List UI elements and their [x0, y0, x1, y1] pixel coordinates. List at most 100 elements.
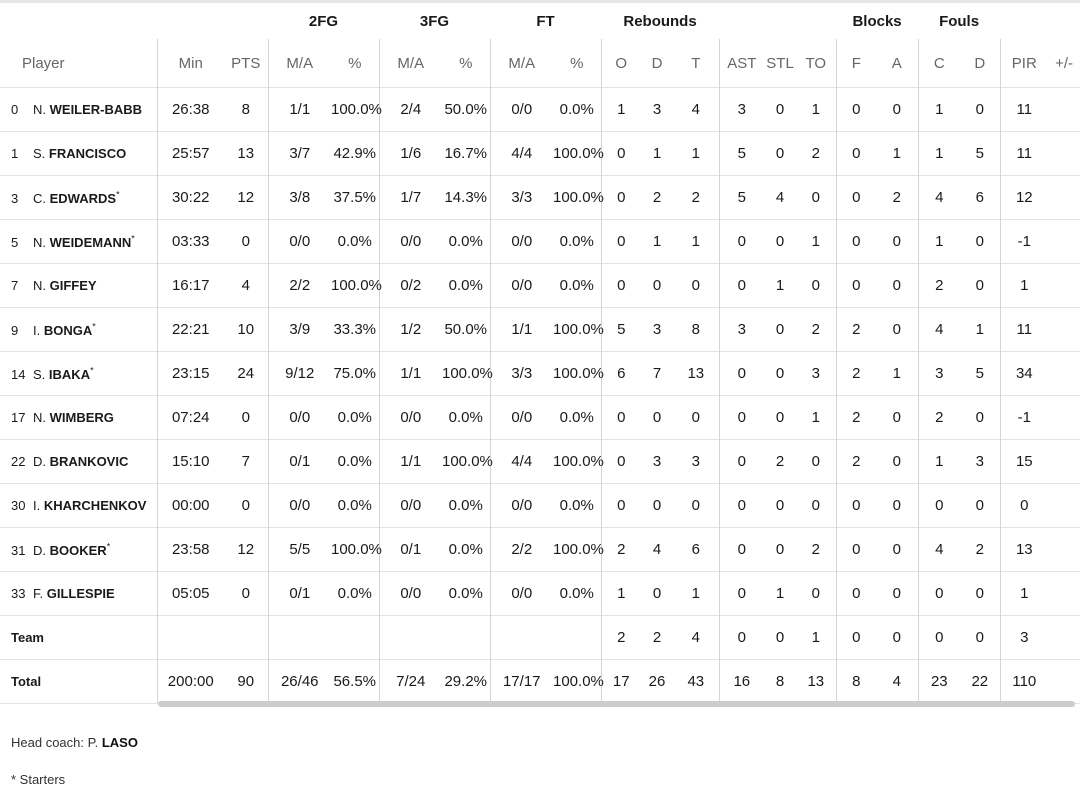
column-header[interactable]: C — [917, 39, 961, 88]
stat-cell: 05:05 — [156, 571, 224, 616]
stat-cell: 8 — [764, 659, 797, 704]
player-cell: 14 S. IBAKA* — [0, 351, 157, 396]
player-initial: S. — [33, 366, 46, 382]
player-name[interactable]: I. BONGA* — [33, 321, 96, 337]
total-row: Total 200:00 90 26/46 56.5% 7/24 29.2% 17/17 100… — [0, 659, 1080, 704]
stat-cell: 2 — [960, 527, 1001, 572]
column-header[interactable]: M/A — [267, 39, 331, 88]
team-label: Team — [0, 615, 157, 660]
player-name[interactable]: N. WEIDEMANN* — [33, 233, 135, 249]
stat-cell: 100.0% — [331, 87, 382, 132]
stat-cell: 43 — [673, 659, 720, 704]
column-header[interactable]: % — [348, 54, 362, 72]
stat-cell: 0 — [876, 263, 919, 308]
stat-cell: 100.0% — [553, 659, 604, 704]
player-name[interactable]: D. BOOKER* — [33, 541, 110, 558]
column-header[interactable]: O — [600, 39, 642, 88]
player-surname: KHARCHENKOV — [43, 498, 147, 513]
stat-cell: 1 — [917, 219, 961, 264]
stat-cell: 00:00 — [156, 483, 224, 528]
column-header[interactable]: A — [891, 54, 902, 72]
stat-cell: 0.0% — [442, 527, 490, 572]
stat-cell: 0/0 — [378, 219, 442, 264]
table-row: 1 S. FRANCISCO 25:57 13 3/7 42.9% 1/6 16.7% 4/4 1… — [0, 131, 1080, 176]
column-header[interactable]: PTS — [231, 54, 261, 72]
player-number: 14 — [11, 366, 26, 382]
column-header[interactable]: +/- — [1055, 54, 1074, 72]
player-name[interactable]: N. WIMBERG — [33, 410, 114, 425]
column-header[interactable]: D — [651, 54, 663, 72]
column-header[interactable]: M/A — [378, 39, 442, 88]
stat-cell: 4 — [917, 175, 961, 220]
stat-cell: 8 — [835, 659, 877, 704]
player-cell: 3 C. EDWARDS* — [0, 175, 157, 220]
player-name[interactable]: S. FRANCISCO — [33, 146, 126, 161]
horizontal-scrollbar[interactable] — [158, 701, 1075, 707]
player-name[interactable]: I. KHARCHENKOV — [33, 498, 146, 513]
player-name[interactable]: D. BRANKOVIC — [33, 454, 128, 469]
player-name[interactable]: N. GIFFEY — [33, 278, 97, 293]
stat-cell: 23 — [917, 659, 961, 704]
column-header[interactable]: AST — [718, 39, 765, 88]
player-surname: BOOKER — [49, 542, 107, 558]
stat-cell: 0.0% — [442, 395, 490, 440]
stat-cell: 3 — [999, 615, 1049, 660]
stat-cell: 0 — [224, 571, 268, 616]
player-name[interactable]: S. IBAKA* — [33, 365, 94, 382]
player-name[interactable]: F. GILLESPIE — [33, 586, 115, 601]
starter-mark: * — [92, 321, 96, 332]
stat-cell — [1048, 483, 1080, 528]
stat-cell: 1 — [673, 571, 720, 616]
column-header[interactable]: M/A — [489, 39, 553, 88]
stat-cell: 0/0 — [489, 219, 553, 264]
column-group-header — [719, 3, 764, 39]
stat-cell: 3/3 — [489, 351, 553, 396]
column-header[interactable]: D — [974, 54, 986, 72]
player-number: 30 — [11, 498, 26, 513]
stat-cell: 07:24 — [156, 395, 224, 440]
column-header[interactable]: T — [691, 54, 701, 72]
stat-cell: 0 — [600, 175, 642, 220]
column-group-header — [1000, 3, 1048, 39]
stat-cell: 12 — [224, 527, 268, 572]
column-header[interactable]: F — [835, 39, 877, 88]
stat-cell: 200:00 — [156, 659, 224, 704]
stat-cell: 0 — [718, 395, 765, 440]
stat-cell: 0 — [718, 615, 765, 660]
stat-cell: 29.2% — [442, 659, 490, 704]
stat-cell: 4 — [917, 527, 961, 572]
stat-cell: 1 — [764, 571, 797, 616]
player-surname: WIMBERG — [49, 410, 114, 425]
column-header[interactable]: PIR — [999, 39, 1049, 88]
stat-cell: 4/4 — [489, 439, 553, 484]
player-surname: IBAKA — [48, 366, 91, 382]
stat-cell: 0 — [835, 527, 877, 572]
stat-cell: 0 — [600, 395, 642, 440]
stat-cell: 0 — [764, 615, 797, 660]
player-name[interactable]: C. EDWARDS* — [33, 189, 120, 205]
column-header[interactable]: % — [459, 54, 473, 72]
player-cell: 7 N. GIFFEY — [0, 263, 157, 308]
stat-cell: 0 — [835, 571, 877, 616]
column-header[interactable]: Min — [156, 39, 224, 88]
column-header[interactable]: Player — [22, 54, 65, 72]
stat-cell: 1/1 — [378, 351, 442, 396]
stat-cell: 0 — [764, 87, 797, 132]
player-cell: 9 I. BONGA* — [0, 307, 157, 352]
column-header[interactable]: TO — [805, 54, 827, 72]
player-cell: 22 D. BRANKOVIC — [0, 439, 157, 484]
stat-cell: 1 — [796, 395, 837, 440]
column-header[interactable]: STL — [766, 54, 794, 72]
stat-cell — [267, 615, 331, 660]
stat-cell: 2 — [673, 175, 720, 220]
player-name[interactable]: N. WEILER-BABB — [33, 102, 142, 117]
stat-cell: 0 — [960, 571, 1001, 616]
stat-cell: 4 — [224, 263, 268, 308]
stat-cell: 0 — [876, 527, 919, 572]
stat-cell: 0 — [960, 219, 1001, 264]
coach-prefix: Head coach: P. — [11, 735, 99, 750]
column-header[interactable]: % — [570, 54, 584, 72]
stat-cell: 0 — [876, 615, 919, 660]
player-initial: N. — [33, 102, 46, 117]
stat-cell: 4 — [876, 659, 919, 704]
